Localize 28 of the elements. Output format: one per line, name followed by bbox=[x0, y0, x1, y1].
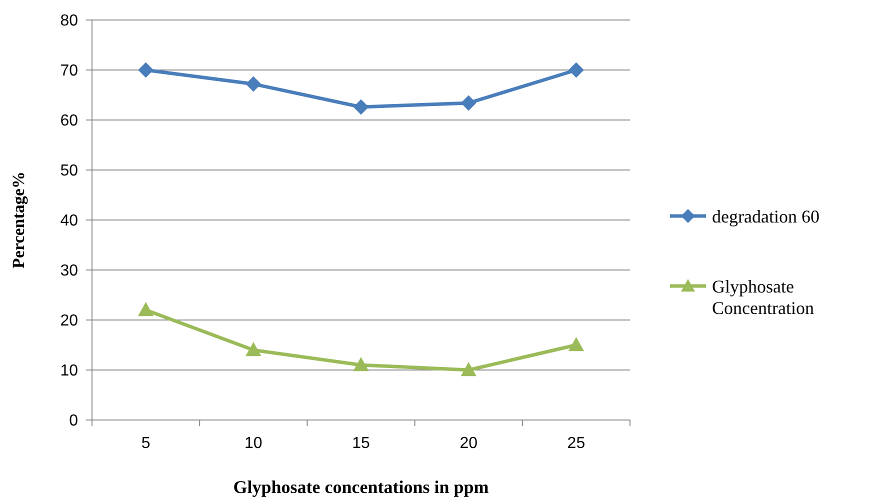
legend-label: Glyphosate Concentration bbox=[712, 276, 814, 318]
y-tick-label: 50 bbox=[60, 162, 78, 180]
point bbox=[461, 96, 476, 110]
point bbox=[354, 100, 368, 114]
point bbox=[246, 342, 261, 356]
y-tick-label: 20 bbox=[60, 312, 78, 330]
y-tick-label: 40 bbox=[60, 212, 78, 230]
x-tick-label: 10 bbox=[244, 435, 262, 452]
y-tick-label: 0 bbox=[69, 412, 78, 430]
point bbox=[354, 358, 368, 372]
y-tick-label: 70 bbox=[60, 62, 78, 80]
point bbox=[568, 338, 584, 352]
point bbox=[246, 76, 261, 92]
y-tick-label: 10 bbox=[60, 362, 78, 380]
x-tick-label: 25 bbox=[567, 435, 586, 452]
x-tick-label: 15 bbox=[352, 435, 370, 452]
x-tick-label: 20 bbox=[460, 435, 478, 452]
point bbox=[568, 62, 584, 78]
y-axis-title: Percentage% bbox=[9, 172, 28, 268]
point bbox=[138, 302, 154, 316]
point bbox=[138, 62, 154, 78]
point bbox=[461, 362, 476, 376]
y-tick-label: 30 bbox=[60, 262, 78, 280]
legend-label: degradation 60 bbox=[712, 206, 820, 226]
x-axis-title: Glyphosate concentations in ppm bbox=[233, 477, 489, 497]
y-tick-label: 80 bbox=[60, 12, 78, 30]
y-tick-label: 60 bbox=[60, 112, 78, 130]
x-tick-label: 5 bbox=[141, 435, 150, 452]
